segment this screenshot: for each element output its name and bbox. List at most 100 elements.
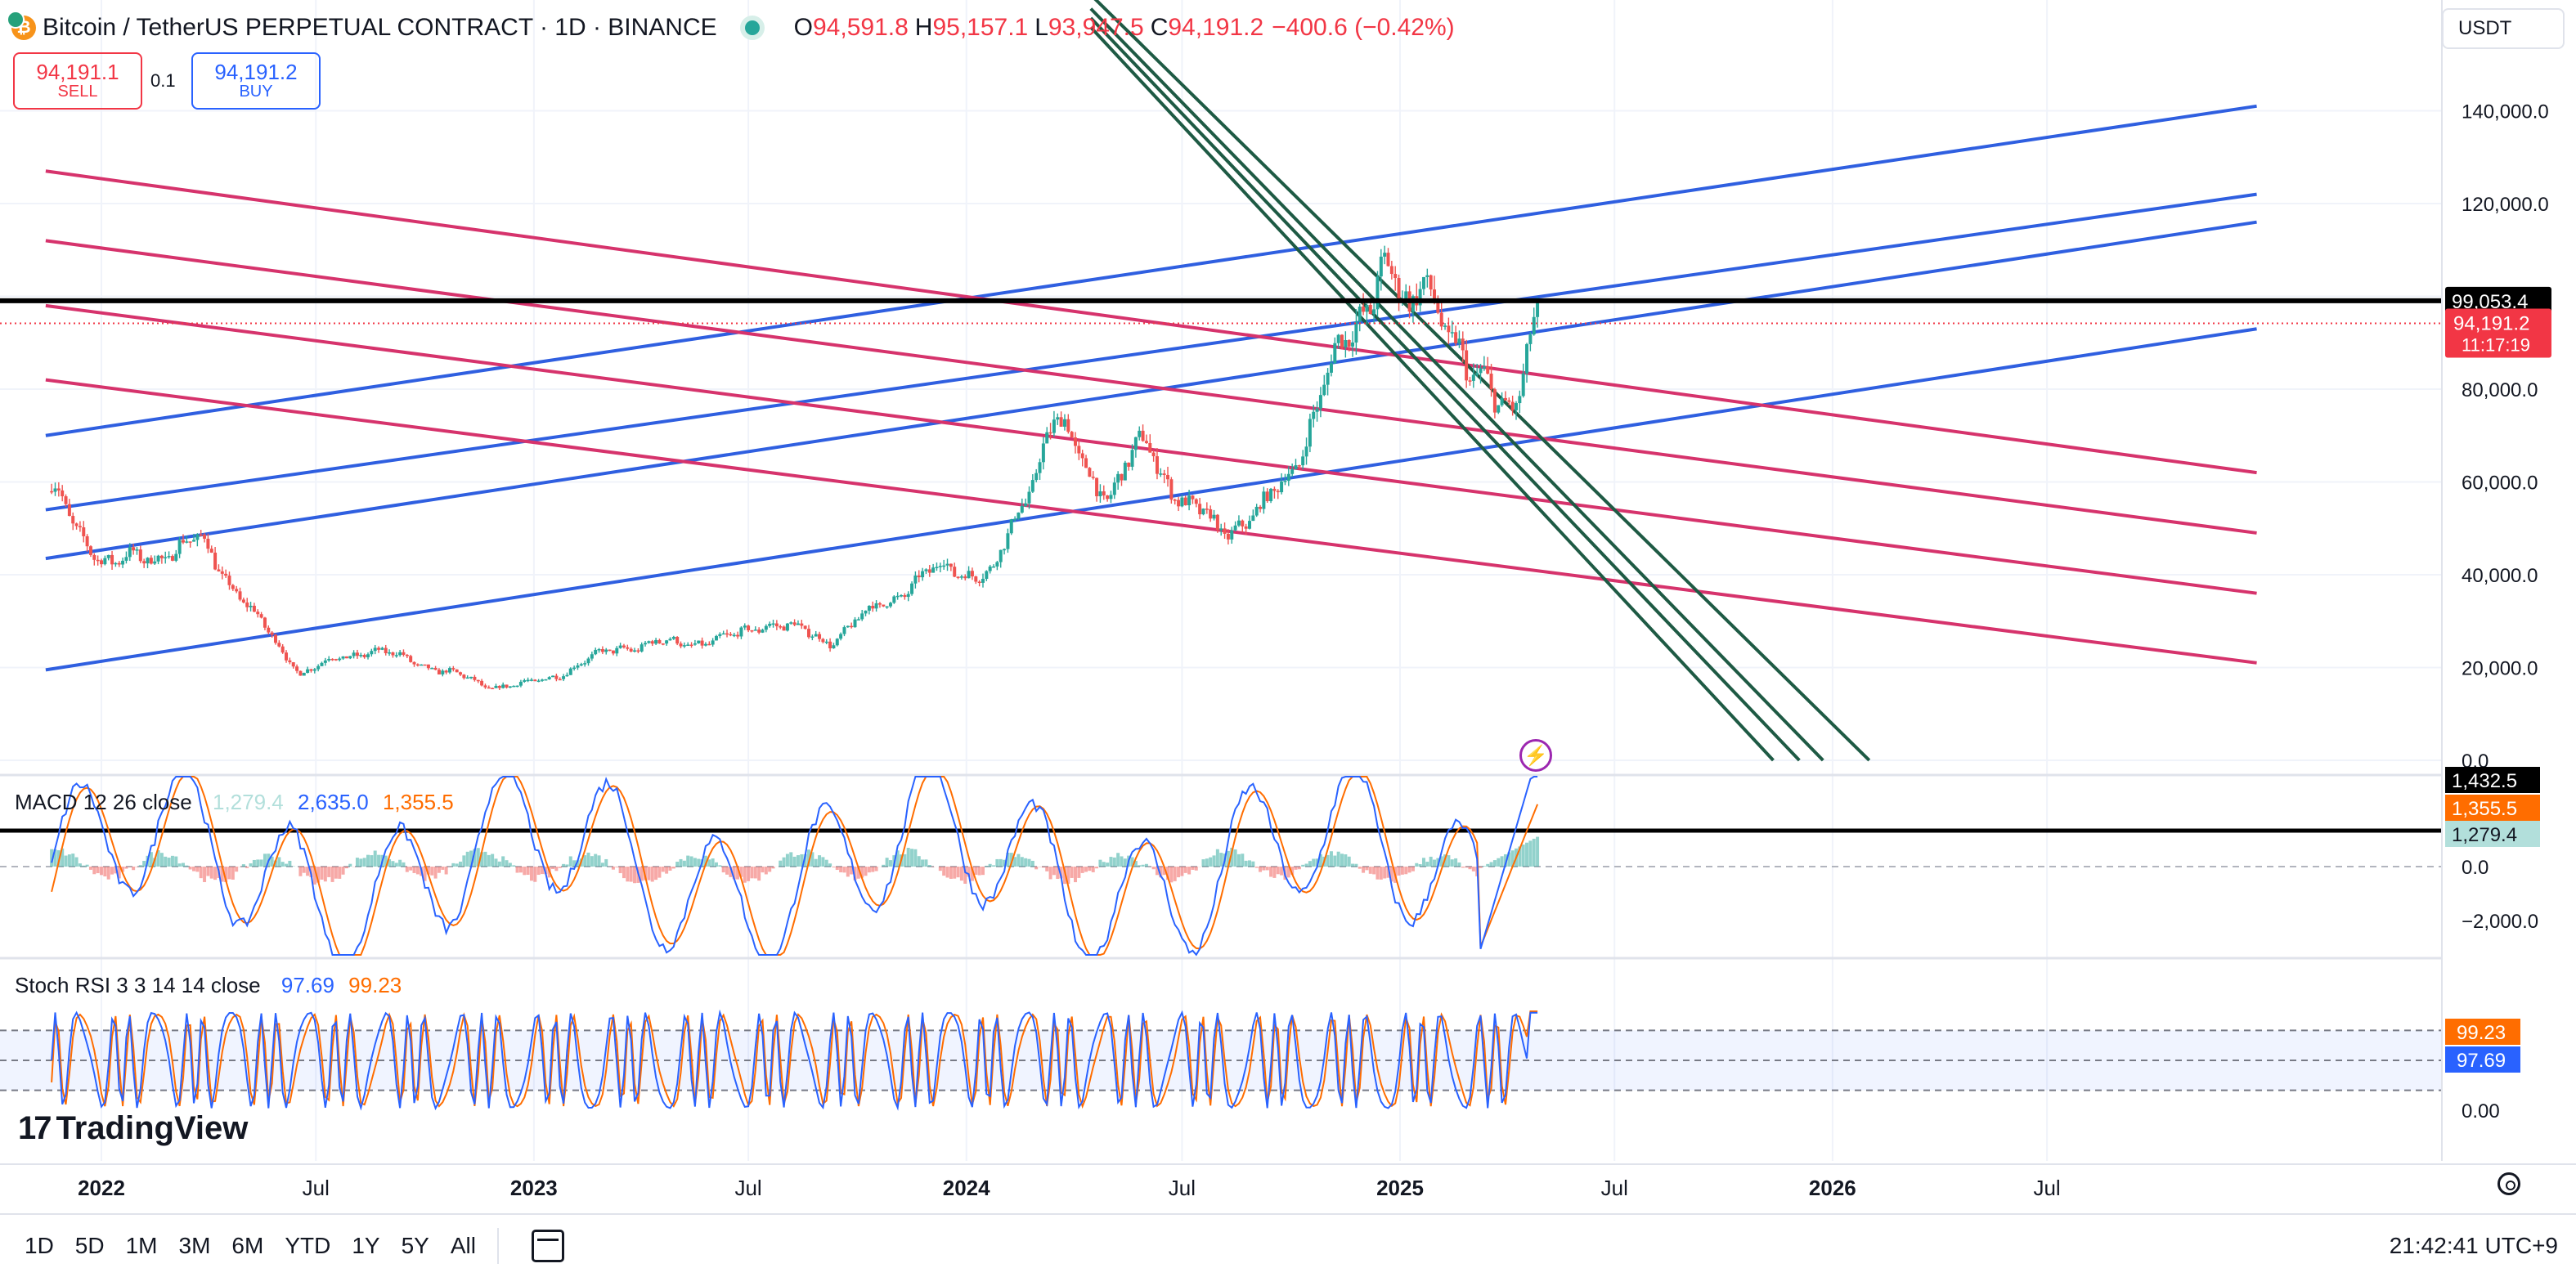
timeframe-1m[interactable]: 1M <box>126 1233 158 1259</box>
macd-histogram-bar <box>509 863 512 867</box>
candle-body <box>1184 498 1187 505</box>
candle-body <box>263 617 267 627</box>
macd-histogram-bar <box>1138 865 1141 867</box>
macd-histogram-bar <box>590 856 594 867</box>
candle-body <box>356 652 359 656</box>
lightning-icon[interactable]: ⚡ <box>1519 739 1552 772</box>
timeframe-ytd[interactable]: YTD <box>285 1233 330 1259</box>
timeframe-1d[interactable]: 1D <box>25 1233 54 1259</box>
candle-body <box>420 665 423 666</box>
candle-body <box>754 630 757 631</box>
buy-button[interactable]: 94,191.2 BUY <box>191 52 321 110</box>
blue-trend-line[interactable] <box>46 329 2257 670</box>
macd-legend[interactable]: MACD 12 26 close 1,279.4 2,635.0 1,355.5 <box>15 790 454 815</box>
candle-body <box>1390 266 1393 274</box>
candle-body <box>245 603 249 607</box>
order-quantity[interactable]: 0.1 <box>150 70 176 92</box>
chart-canvas[interactable]: 140,000.0120,000.080,000.060,000.040,000… <box>0 0 2576 1210</box>
macd-value-1: 1,279.4 <box>213 790 284 814</box>
macd-histogram-bar <box>288 861 291 867</box>
candle-body <box>949 564 953 567</box>
symbol-title[interactable]: Bitcoin / TetherUS PERPETUAL CONTRACT · … <box>43 14 717 42</box>
macd-histogram-bar <box>395 863 398 867</box>
trend-lines[interactable] <box>46 0 2257 760</box>
macd-histogram-bar <box>690 856 693 867</box>
stoch-k-value: 97.69 <box>281 973 334 997</box>
high-label: H <box>915 14 933 42</box>
price-pane[interactable] <box>0 0 2442 760</box>
macd-histogram-bar <box>886 858 889 867</box>
candle-body <box>1216 515 1219 531</box>
candle-body <box>1490 374 1493 389</box>
tradingview-logo[interactable]: 17 TradingView <box>18 1110 248 1147</box>
market-status-icon[interactable] <box>745 20 760 35</box>
price-axis-label: 40,000.0 <box>2462 565 2538 587</box>
clock-timezone[interactable]: 21:42:41 UTC+9 <box>2390 1233 2558 1259</box>
candle-body <box>743 625 747 627</box>
price-axis[interactable]: 140,000.0120,000.080,000.060,000.040,000… <box>2442 0 2576 1210</box>
candle-body <box>242 599 245 603</box>
candle-body <box>1305 446 1308 456</box>
candle-body <box>850 626 853 628</box>
red-trend-line[interactable] <box>46 380 2257 663</box>
timeframe-5d[interactable]: 5D <box>75 1233 105 1259</box>
macd-histogram-bar <box>182 863 185 867</box>
macd-histogram-bar <box>434 867 438 879</box>
candle-body <box>334 659 338 661</box>
candle-body <box>1070 432 1074 437</box>
macd-histogram-bar <box>1358 867 1362 869</box>
green-trend-line[interactable] <box>1091 9 1823 760</box>
red-trend-line[interactable] <box>46 171 2257 473</box>
macd-histogram-bar <box>1365 867 1368 870</box>
blue-trend-line[interactable] <box>46 222 2257 558</box>
macd-histogram-bar <box>1084 867 1088 871</box>
timeframe-all[interactable]: All <box>451 1233 476 1259</box>
timeframe-6m[interactable]: 6M <box>231 1233 263 1259</box>
candle-body <box>601 649 604 652</box>
candle-body <box>68 504 71 516</box>
candle-body <box>1518 396 1521 403</box>
macd-histogram-bar <box>456 863 459 867</box>
macd-histogram-bar <box>765 867 768 874</box>
macd-histogram-bar <box>441 867 444 870</box>
macd-histogram-bar <box>487 855 491 867</box>
candle-body <box>537 681 541 683</box>
currency-selector[interactable]: USDT <box>2442 8 2565 49</box>
candle-body <box>1316 409 1319 412</box>
candle-body <box>907 594 910 597</box>
timeframe-5y[interactable]: 5Y <box>402 1233 429 1259</box>
candle-body <box>153 562 156 564</box>
candle-body <box>1269 489 1272 501</box>
candle-body <box>1365 305 1368 311</box>
candle-body <box>281 647 285 652</box>
candle-body <box>1031 480 1034 491</box>
candle-body <box>157 556 160 562</box>
macd-histogram-bar <box>359 858 362 867</box>
timeframe-3m[interactable]: 3M <box>179 1233 211 1259</box>
candle-body <box>1003 549 1006 551</box>
sell-price: 94,191.1 <box>36 61 119 83</box>
candle-body <box>1422 277 1425 289</box>
macd-histogram-bar <box>451 863 455 867</box>
candle-body <box>1515 403 1518 410</box>
candle-body <box>598 649 601 651</box>
macd-histogram-bar <box>1479 867 1483 868</box>
candle-body <box>451 668 455 670</box>
timeframe-1y[interactable]: 1Y <box>352 1233 379 1259</box>
stoch-rsi-pane[interactable] <box>0 1011 2442 1109</box>
time-axis-label: Jul <box>1601 1176 1628 1200</box>
candle-body <box>1425 276 1429 277</box>
candle-body <box>316 666 320 670</box>
macd-histogram-bar <box>168 858 171 867</box>
candle-body <box>1461 338 1465 350</box>
macd-histogram-bar <box>686 856 689 867</box>
close-label: C <box>1151 14 1169 42</box>
sell-button[interactable]: 94,191.1 SELL <box>13 52 142 110</box>
candle-body <box>1084 458 1088 468</box>
blue-trend-line[interactable] <box>46 195 2257 510</box>
settings-gear-icon[interactable] <box>2497 1172 2520 1195</box>
stoch-legend[interactable]: Stoch RSI 3 3 14 14 close 97.69 99.23 <box>15 973 402 998</box>
calendar-goto-icon[interactable] <box>532 1230 564 1262</box>
macd-histogram-bar <box>985 866 988 867</box>
